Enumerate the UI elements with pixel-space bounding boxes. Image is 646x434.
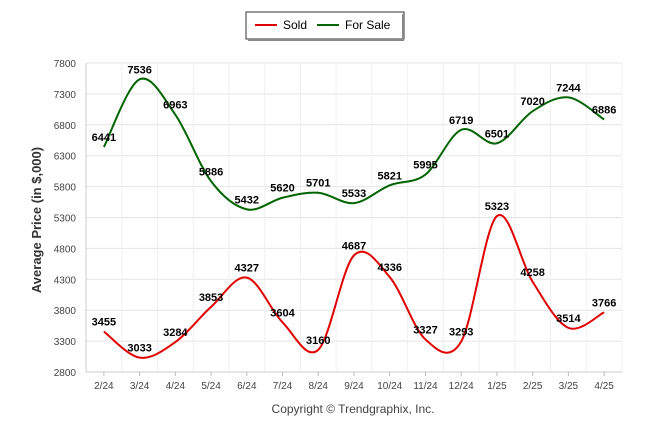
data-label-sold: 4336 <box>377 262 401 274</box>
x-tick-label: 3/25 <box>559 381 579 392</box>
data-label-sold: 4258 <box>520 267 544 279</box>
y-tick-label: 6800 <box>54 121 77 132</box>
y-tick-label: 4300 <box>54 275 77 286</box>
data-label-for-sale: 6441 <box>92 132 116 144</box>
x-tick-label: 11/24 <box>413 381 438 392</box>
legend: Sold For Sale <box>245 11 405 41</box>
x-tick-label: 8/24 <box>309 381 329 392</box>
data-label-for-sale: 5995 <box>413 160 437 172</box>
y-tick-label: 7300 <box>54 90 77 101</box>
data-label-sold: 3033 <box>127 343 151 355</box>
y-tick-label: 5300 <box>54 214 77 225</box>
x-tick-label: 6/24 <box>237 381 257 392</box>
x-tick-label: 4/25 <box>594 381 614 392</box>
y-tick-label: 2800 <box>54 368 77 379</box>
x-tick-label: 4/24 <box>166 381 186 392</box>
y-tick-label: 3800 <box>54 306 77 317</box>
data-label-sold: 3293 <box>449 327 473 339</box>
data-label-for-sale: 5533 <box>342 188 366 200</box>
data-label-for-sale: 5886 <box>199 166 223 178</box>
data-label-for-sale: 6501 <box>485 128 509 140</box>
x-tick-label: 3/24 <box>130 381 150 392</box>
data-label-sold: 3604 <box>270 307 295 319</box>
x-tick-label: 12/24 <box>449 381 474 392</box>
y-tick-label: 3300 <box>54 337 77 348</box>
data-label-sold: 3766 <box>592 297 616 309</box>
x-tick-label: 5/24 <box>201 381 221 392</box>
gridlines <box>85 62 623 373</box>
x-tick-label: 7/24 <box>273 381 293 392</box>
x-tick-label: 10/24 <box>377 381 402 392</box>
x-tick-label: 9/24 <box>344 381 364 392</box>
y-axis-ticks: 2800 3300 3800 4300 4800 5300 5800 6300 6800 7300… <box>54 59 77 379</box>
data-label-for-sale: 6886 <box>592 104 616 116</box>
x-axis-ticks: 2/24 3/24 4/24 5/24 6/24 7/24 8/24 9/24 10/24 11/… <box>94 372 614 392</box>
data-label-for-sale: 5620 <box>270 183 294 195</box>
data-label-sold: 3455 <box>92 317 116 329</box>
y-tick-label: 5800 <box>54 183 77 194</box>
copyright-credit: Copyright © Trendgraphix, Inc. <box>272 402 435 416</box>
series-lines <box>102 77 605 359</box>
series-line-sold <box>103 214 605 359</box>
x-tick-label: 1/25 <box>487 381 507 392</box>
data-label-for-sale: 6719 <box>449 115 473 127</box>
data-label-sold: 4687 <box>342 240 366 252</box>
data-label-sold: 3160 <box>306 335 330 347</box>
data-label-for-sale: 7020 <box>520 96 544 108</box>
data-label-sold: 3514 <box>556 313 581 325</box>
data-label-for-sale: 6963 <box>163 100 187 112</box>
data-labels: 3455 3033 3284 3853 4327 3604 3160 4687 4336 3327… <box>92 64 617 354</box>
data-label-for-sale: 5432 <box>235 194 259 206</box>
x-tick-label: 2/25 <box>523 381 543 392</box>
data-label-for-sale: 5821 <box>377 170 401 182</box>
y-tick-label: 6300 <box>54 152 77 163</box>
data-label-sold: 3327 <box>413 324 437 336</box>
data-label-for-sale: 5701 <box>306 178 330 190</box>
legend-label-for-sale: For Sale <box>345 18 391 32</box>
y-axis-label: Average Price (in $,000) <box>29 147 44 293</box>
data-label-for-sale: 7536 <box>127 64 151 76</box>
data-label-sold: 4327 <box>235 263 259 275</box>
y-tick-label: 7800 <box>54 59 77 70</box>
data-label-sold: 3284 <box>163 327 188 339</box>
legend-label-sold: Sold <box>283 18 307 32</box>
data-label-sold: 3853 <box>199 292 223 304</box>
x-tick-label: 2/24 <box>94 381 114 392</box>
series-line-for-sale <box>102 77 605 211</box>
data-label-for-sale: 7244 <box>556 82 581 94</box>
data-label-sold: 5323 <box>485 201 509 213</box>
y-tick-label: 4800 <box>54 244 77 255</box>
